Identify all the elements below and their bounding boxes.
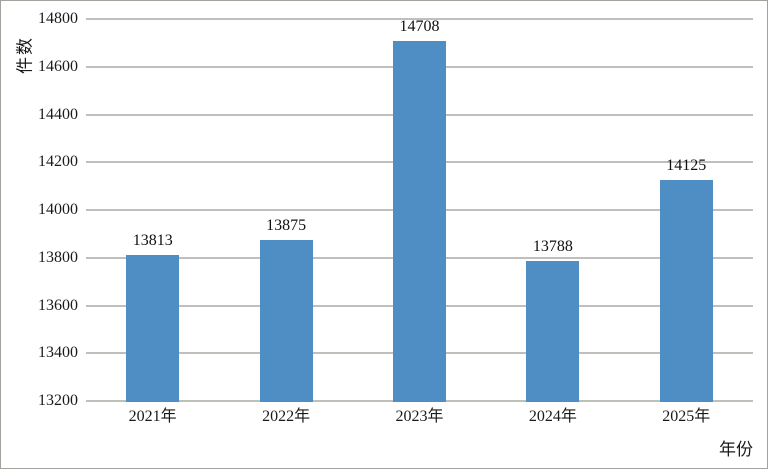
y-tick-label-14800: 14800 bbox=[38, 10, 78, 27]
y-tick-label-13400: 13400 bbox=[38, 344, 78, 362]
gridline-14800 bbox=[86, 18, 753, 20]
bar-2022年 bbox=[259, 239, 313, 402]
y-tick-label-14200: 14200 bbox=[38, 153, 78, 171]
x-tick-label-2024年: 2024年 bbox=[528, 408, 577, 425]
bar-value-label-2024年: 13788 bbox=[532, 237, 573, 255]
x-tick-label-2022年: 2022年 bbox=[262, 408, 311, 425]
bar-2024年 bbox=[526, 260, 580, 402]
bar-value-label-2022年: 13875 bbox=[266, 216, 307, 234]
bar-value-label-2025年: 14125 bbox=[666, 157, 707, 175]
x-axis-title: 年份 bbox=[719, 440, 753, 459]
y-tick-label-14600: 14600 bbox=[38, 57, 78, 75]
y-tick-label-13200: 13200 bbox=[38, 392, 78, 409]
y-tick-label-13600: 13600 bbox=[38, 296, 78, 314]
y-tick-label-13800: 13800 bbox=[38, 248, 78, 266]
x-tick-label-2023年: 2023年 bbox=[395, 408, 444, 425]
bar-value-label-2021年: 13813 bbox=[132, 231, 173, 249]
y-tick-label-14400: 14400 bbox=[38, 105, 78, 123]
y-tick-label-14000: 14000 bbox=[38, 201, 78, 218]
bar-2025年 bbox=[659, 180, 713, 402]
bar-2021年 bbox=[126, 254, 180, 402]
bar-value-label-2023年: 14708 bbox=[399, 17, 440, 35]
x-tick-label-2021年: 2021年 bbox=[128, 408, 177, 425]
x-tick-label-2025年: 2025年 bbox=[662, 408, 711, 425]
bar-2023年 bbox=[393, 40, 446, 402]
